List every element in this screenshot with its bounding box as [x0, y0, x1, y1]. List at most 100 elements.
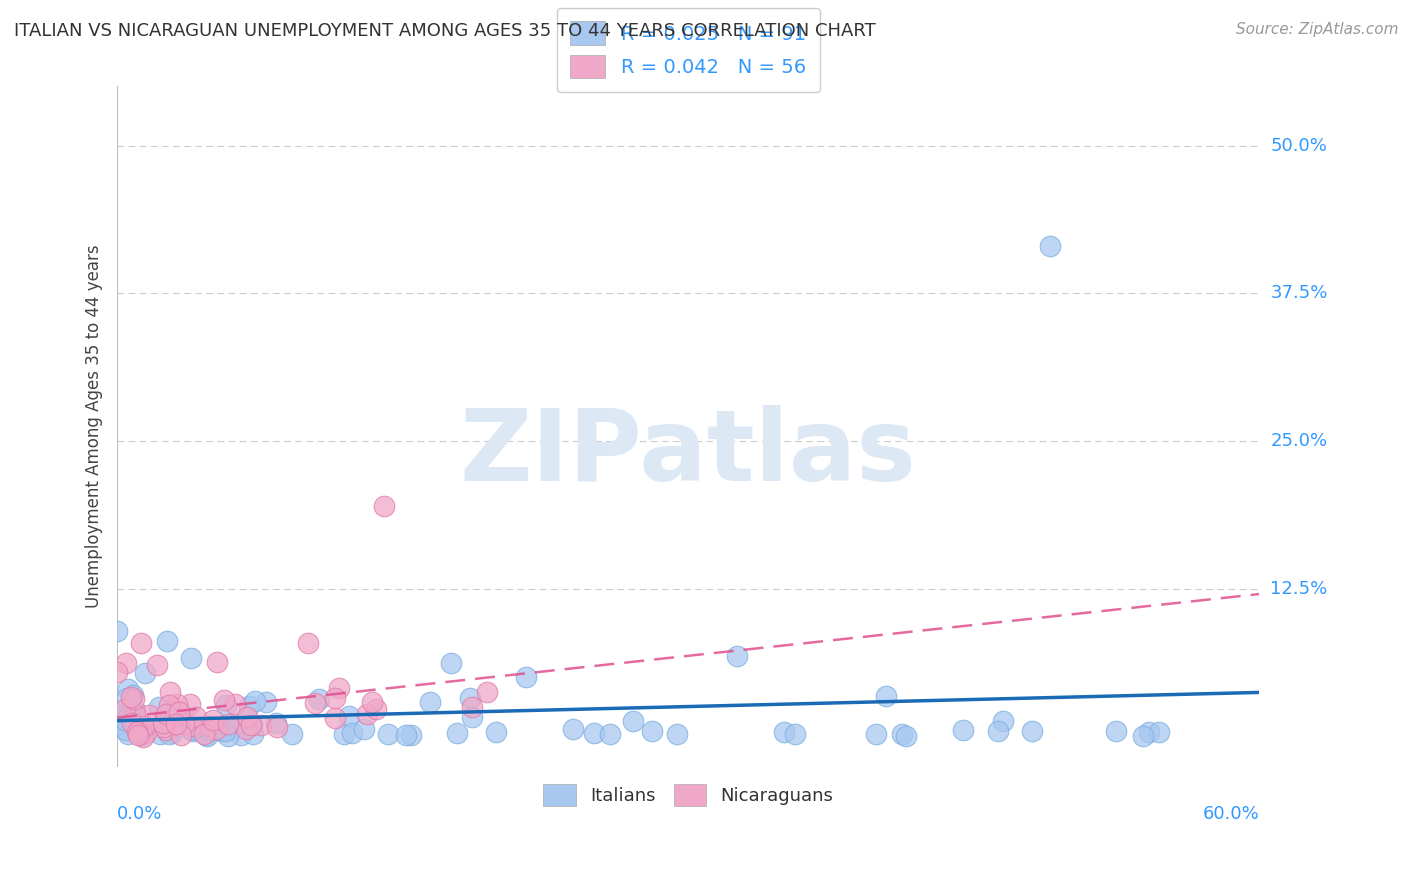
Text: 50.0%: 50.0% [1271, 136, 1327, 154]
Point [138, 708, 160, 723]
Point [127, 715, 149, 730]
Point [991, 714, 1014, 728]
Point [181, 721, 204, 735]
Point [665, 727, 688, 741]
Point [333, 727, 356, 741]
Point [131, 730, 153, 744]
Point [115, 706, 138, 721]
Point [110, 712, 132, 726]
Point [440, 656, 463, 670]
Point [485, 724, 508, 739]
Point [641, 723, 664, 738]
Point [475, 684, 498, 698]
Point [108, 716, 131, 731]
Point [395, 728, 418, 742]
Point [180, 651, 202, 665]
Point [115, 723, 138, 737]
Point [131, 724, 153, 739]
Point [129, 724, 152, 739]
Point [194, 728, 217, 742]
Point [231, 728, 253, 742]
Point [205, 655, 228, 669]
Point [325, 711, 347, 725]
Point [152, 720, 174, 734]
Point [179, 698, 201, 712]
Point [169, 706, 191, 720]
Point [173, 717, 195, 731]
Point [163, 707, 186, 722]
Point [238, 698, 260, 713]
Text: 37.5%: 37.5% [1271, 285, 1327, 302]
Point [875, 690, 897, 704]
Point [212, 692, 235, 706]
Point [159, 718, 181, 732]
Point [340, 726, 363, 740]
Point [173, 709, 195, 723]
Point [157, 698, 180, 713]
Point [353, 722, 375, 736]
Text: Source: ZipAtlas.com: Source: ZipAtlas.com [1236, 22, 1399, 37]
Point [198, 718, 221, 732]
Point [725, 648, 748, 663]
Point [214, 724, 236, 739]
Point [127, 723, 149, 737]
Point [1147, 725, 1170, 739]
Point [198, 723, 221, 738]
Point [952, 723, 974, 738]
Point [135, 725, 157, 739]
Point [117, 681, 139, 696]
Point [132, 719, 155, 733]
Point [159, 685, 181, 699]
Point [186, 719, 208, 733]
Point [458, 691, 481, 706]
Point [460, 709, 482, 723]
Point [242, 726, 264, 740]
Point [785, 727, 807, 741]
Point [125, 723, 148, 737]
Legend: Italians, Nicaraguans: Italians, Nicaraguans [534, 775, 842, 815]
Point [122, 688, 145, 702]
Point [621, 714, 644, 728]
Point [364, 702, 387, 716]
Point [131, 726, 153, 740]
Point [195, 729, 218, 743]
Point [149, 727, 172, 741]
Point [114, 714, 136, 728]
Point [166, 697, 188, 711]
Text: 12.5%: 12.5% [1271, 580, 1327, 599]
Point [184, 709, 207, 723]
Point [148, 700, 170, 714]
Point [243, 694, 266, 708]
Point [250, 718, 273, 732]
Point [170, 728, 193, 742]
Text: 25.0%: 25.0% [1271, 433, 1327, 450]
Point [117, 727, 139, 741]
Point [157, 726, 180, 740]
Point [193, 727, 215, 741]
Point [987, 723, 1010, 738]
Point [562, 722, 585, 736]
Point [105, 624, 128, 638]
Point [114, 702, 136, 716]
Point [209, 722, 232, 736]
Point [155, 723, 177, 737]
Point [461, 699, 484, 714]
Point [360, 695, 382, 709]
Point [1137, 725, 1160, 739]
Point [122, 692, 145, 706]
Point [308, 692, 330, 706]
Point [156, 634, 179, 648]
Point [146, 657, 169, 672]
Text: 0.0%: 0.0% [117, 805, 163, 823]
Point [152, 715, 174, 730]
Point [127, 728, 149, 742]
Point [165, 716, 187, 731]
Point [205, 722, 228, 736]
Point [599, 727, 621, 741]
Text: 60.0%: 60.0% [1202, 805, 1260, 823]
Point [129, 636, 152, 650]
Point [266, 716, 288, 731]
Point [235, 722, 257, 736]
Point [337, 709, 360, 723]
Point [127, 725, 149, 739]
